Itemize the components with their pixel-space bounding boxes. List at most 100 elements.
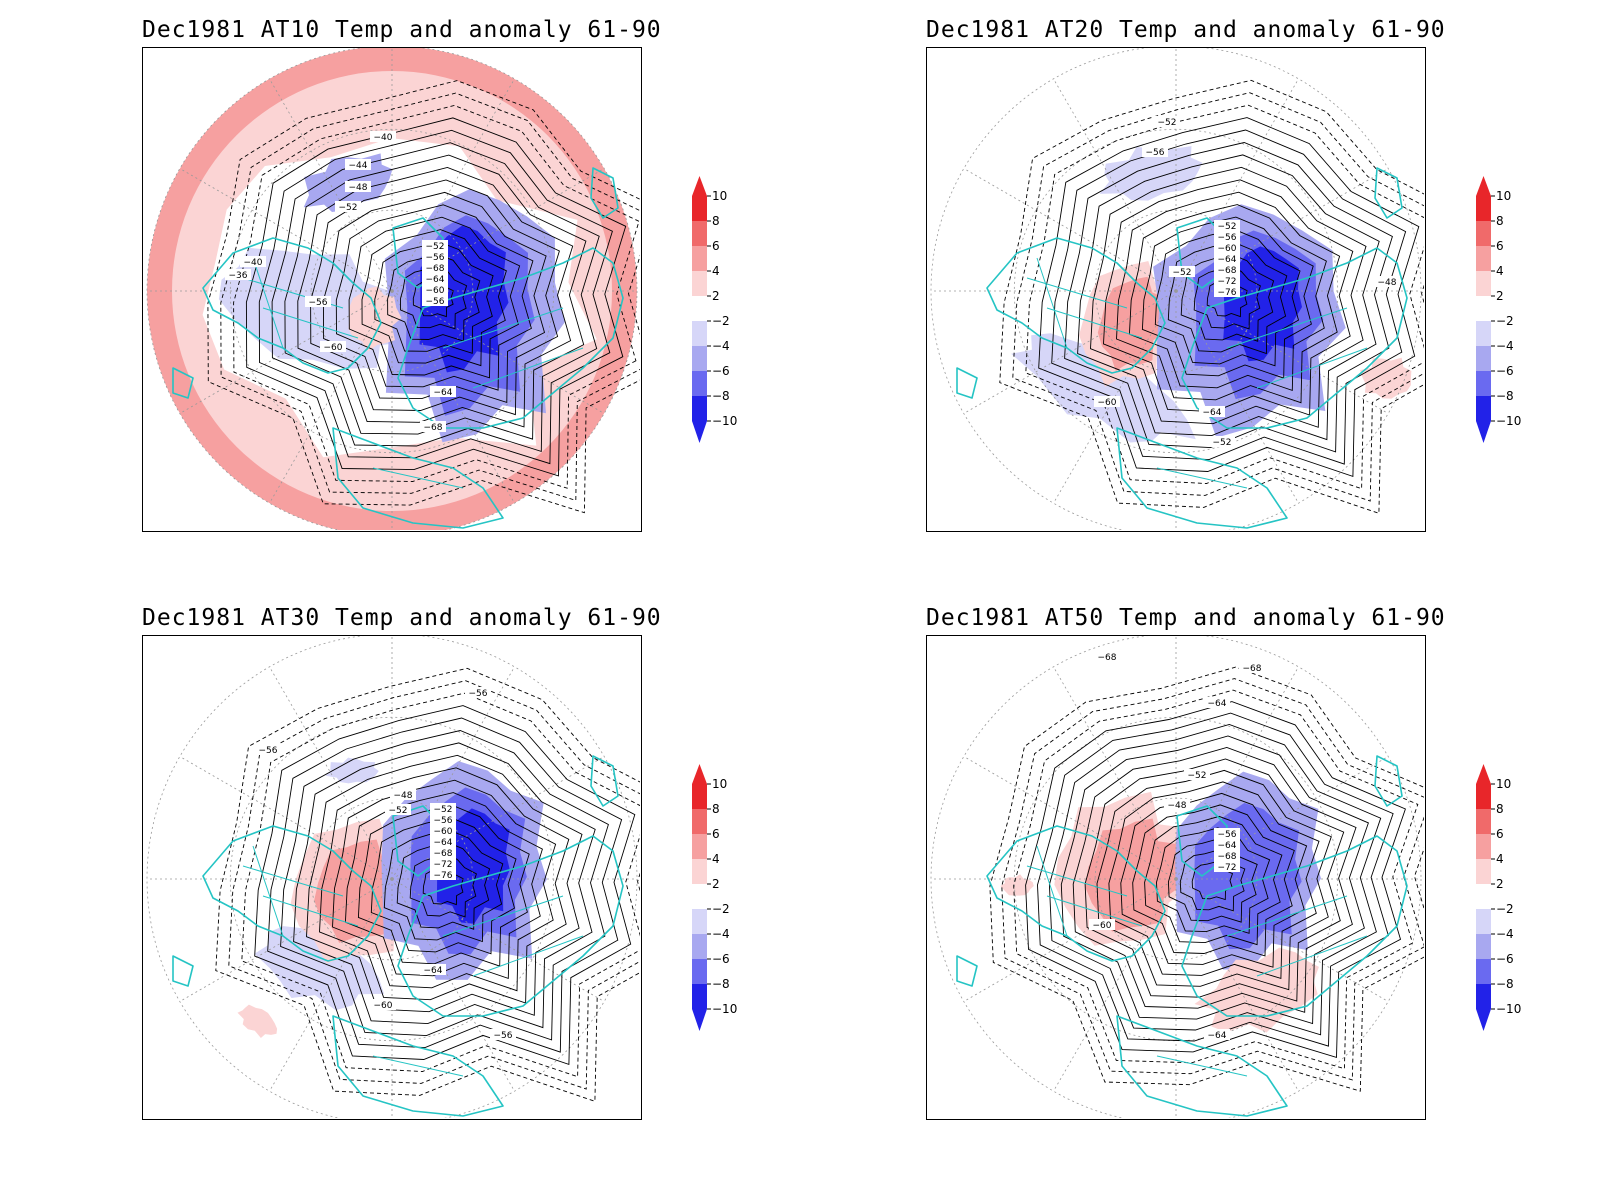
border-line [1036, 257, 1068, 349]
isotherm [1167, 241, 1288, 355]
panel-at20: Dec1981 AT20 Temp and anomaly 61-90 −52 −… [926, 17, 1446, 537]
latitude-circle [930, 636, 1422, 1118]
colorbar-segment [692, 859, 707, 884]
contour-labels: −68−68−64−52−48−60−64 [1089, 651, 1265, 1041]
colorbar-tick-label: −4 [1496, 927, 1514, 941]
contour-label: −52 [1213, 438, 1232, 448]
contour-label-bg [422, 262, 448, 273]
colorbar-segment [692, 834, 707, 859]
contour-labels: −40−44−48−52−56−60−64−68−36−40 [225, 131, 456, 433]
meridian-line [1053, 666, 1177, 880]
colorbar-segment [1476, 934, 1491, 959]
country-borders [1026, 845, 1368, 1077]
isotherm [1064, 142, 1393, 453]
anomaly-region [1360, 357, 1412, 399]
polar-map-plot: −56−56−48−52−60−64−56−52−56−60−64−68−72−… [146, 636, 640, 1118]
contour-label-bg [1094, 396, 1120, 407]
meridian-line [391, 78, 515, 292]
isotherm [1154, 229, 1301, 367]
isotherm [293, 742, 596, 1029]
border-line [1046, 895, 1143, 927]
contour-label: −68 [424, 423, 443, 433]
border-line [1226, 895, 1348, 937]
colorbar-tick-label: 8 [1496, 802, 1504, 816]
contour-label-bg [255, 744, 281, 755]
colorbar-tick-label: 2 [712, 289, 720, 303]
contour-label-bg [345, 159, 371, 170]
colorbar-tick-label: −6 [712, 364, 730, 378]
contour-label-bg [490, 1029, 516, 1040]
anomaly-region [1000, 874, 1034, 896]
contour-label: −56 [309, 298, 328, 308]
contour-label-bg [1199, 406, 1225, 417]
colorbar-arrow-bottom [1476, 421, 1491, 443]
colorbar-segment [1476, 321, 1491, 346]
graticule [146, 636, 638, 1118]
contour-label: −64 [1203, 408, 1222, 418]
colorbar-tick-label: 8 [1496, 214, 1504, 228]
colorbar-segment [1476, 271, 1491, 296]
colorbar-arrow-bottom [692, 421, 707, 443]
isotherm [361, 229, 507, 367]
contour-label-bg [430, 836, 456, 847]
border-line [1046, 307, 1143, 339]
contour-label-bg [1089, 919, 1115, 930]
colorbar-tick-label: −10 [1496, 1002, 1521, 1016]
polar-map: −52 −56 −48 −52 −60 −64 −52 −52 −56 −60 −64 −68 −72−… [926, 47, 1426, 532]
colorbar-segment [692, 346, 707, 371]
coastline [202, 237, 382, 374]
isotherm [1072, 747, 1357, 1013]
isotherm [233, 105, 640, 489]
panel-at50: Dec1981 AT50 Temp and anomaly 61-90 −68−… [926, 605, 1445, 1125]
coastline [1181, 247, 1408, 429]
contour-label: −56 [426, 297, 445, 307]
colorbar: 10 8 6 4 2 −2 −4 −6 −8 −10 [1476, 176, 1521, 443]
meridian-line [391, 878, 605, 1002]
colorbar-segment [692, 246, 707, 271]
isotherm [1144, 815, 1283, 946]
isotherm [297, 167, 574, 428]
coastline [172, 955, 194, 987]
colorbar-segment [1476, 784, 1491, 809]
contour-label: −68 [434, 849, 453, 859]
contour-label: −40 [374, 133, 393, 143]
colorbar-tick-label: −2 [1496, 314, 1514, 328]
meridian-line [391, 290, 605, 414]
panel-title: Dec1981 AT10 Temp and anomaly 61-90 [142, 17, 662, 43]
contour-label-bg [430, 858, 456, 869]
meridian-line [269, 290, 393, 504]
contour-label-bg [1214, 264, 1240, 275]
colorbar-segment [1476, 221, 1491, 246]
meridian-line [1175, 78, 1299, 292]
colorbar-tick-label: 6 [1496, 827, 1504, 841]
colorbar-tick-label: 10 [1496, 777, 1511, 791]
contour-label-bg [1214, 861, 1240, 872]
anomaly-region [1097, 276, 1169, 371]
isotherm [1193, 266, 1261, 330]
contour-label: −60 [426, 286, 445, 296]
core-labels: −52−56−68−64−60−56 [422, 240, 448, 307]
contour-label: −64 [424, 966, 443, 976]
panel-title: Dec1981 AT20 Temp and anomaly 61-90 [926, 17, 1446, 43]
meridian-line [963, 290, 1177, 414]
contour-label-bg [1142, 146, 1168, 157]
colorbar-segment [1476, 809, 1491, 834]
contour-label-bg [240, 256, 266, 267]
isotherm [1077, 154, 1380, 441]
contours [989, 666, 1424, 1092]
contour-label: −56 [434, 816, 453, 826]
coastline [956, 367, 978, 399]
isotherm [220, 92, 640, 502]
colorbar-segment [692, 959, 707, 984]
contour-label-bg [420, 421, 446, 432]
colorbar-segment [692, 809, 707, 834]
graticule [930, 636, 1422, 1118]
colorbar-tick-label: 4 [712, 264, 720, 278]
colorbar-tick-label: 6 [712, 827, 720, 841]
colorbar-arrow-bottom [1476, 1009, 1491, 1031]
border-line [442, 895, 564, 937]
border-line [372, 1055, 464, 1077]
colorbar-segment [692, 884, 707, 909]
isotherm [357, 804, 530, 967]
isotherm [1048, 724, 1382, 1036]
